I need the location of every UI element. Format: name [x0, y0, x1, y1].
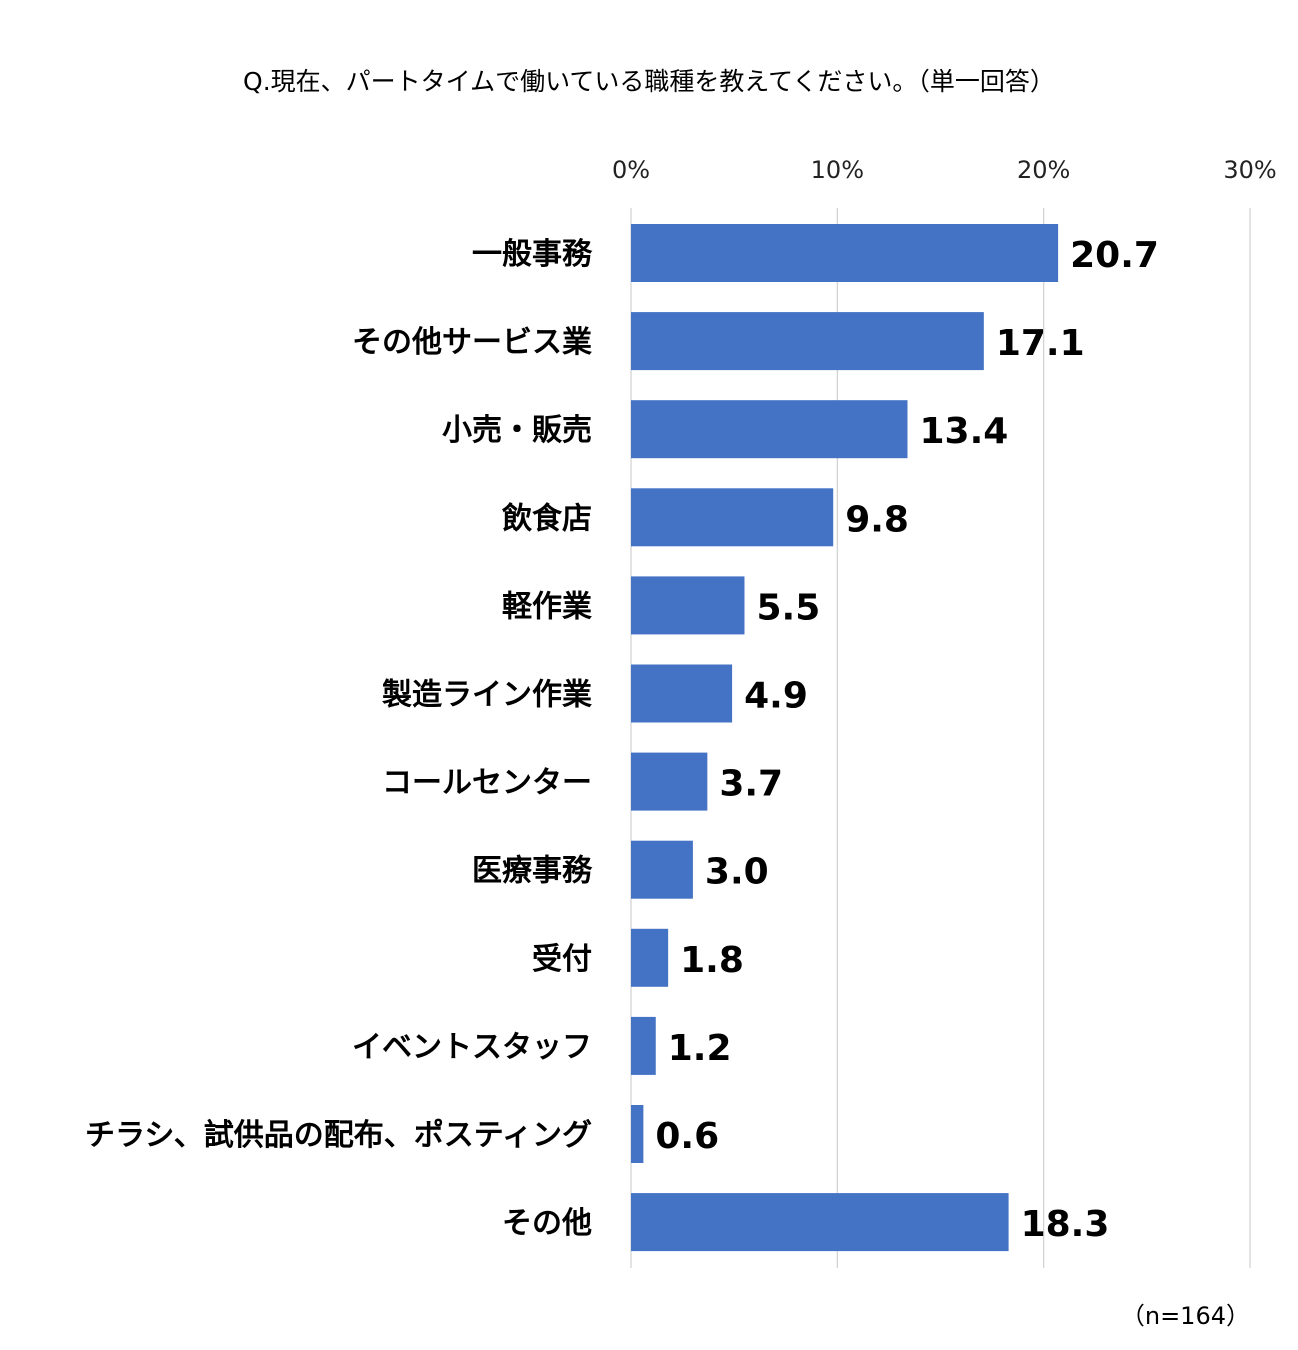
bar: [631, 840, 693, 899]
x-axis-ticks: 0% 10% 20% 30%: [612, 156, 1277, 184]
bar: [631, 1193, 1009, 1252]
bar: [631, 400, 908, 459]
data-label: 4.9: [744, 676, 808, 717]
category-label: 製造ライン作業: [382, 678, 592, 713]
data-labels: 20.7 17.1 13.4 9.8 5.5 4.9 3.7 3.0 1.8 1.2 0.6 18.3: [655, 235, 1159, 1245]
data-label: 5.5: [756, 587, 820, 628]
category-label: 飲食店: [502, 501, 592, 536]
bars: [631, 224, 1059, 1252]
bar: [631, 664, 733, 723]
bar: [631, 224, 1059, 282]
data-label: 1.8: [680, 940, 744, 981]
gridlines: [630, 208, 1251, 1268]
data-label: 1.2: [668, 1028, 732, 1069]
category-labels: 一般事務その他サービス業小売・販売飲食店軽作業製造ライン作業コールセンター医療事…: [85, 237, 593, 1241]
bar: [631, 576, 745, 635]
category-label: 医療事務: [472, 854, 593, 889]
x-tick-label: 10%: [811, 156, 864, 184]
category-label: 軽作業: [502, 589, 592, 624]
data-label: 13.4: [919, 411, 1008, 452]
bar: [631, 1105, 644, 1163]
x-tick-label: 30%: [1223, 156, 1276, 184]
category-label: 受付: [532, 942, 592, 977]
data-label: 17.1: [996, 323, 1085, 364]
category-label: 一般事務: [472, 237, 593, 272]
category-label: コールセンター: [382, 766, 592, 801]
data-label: 9.8: [845, 499, 909, 540]
data-label: 3.7: [719, 764, 783, 805]
sample-size-note: （n=164）: [1120, 1302, 1250, 1330]
data-label: 0.6: [655, 1116, 719, 1157]
bar: [631, 752, 708, 811]
category-label: チラシ、試供品の配布、ポスティング: [85, 1118, 592, 1153]
chart-title: Q.現在、パートタイムで働いている職種を教えてください。（単一回答）: [243, 67, 1055, 96]
data-label: 20.7: [1070, 235, 1159, 276]
category-label: 小売・販売: [442, 413, 592, 448]
category-label: イベントスタッフ: [352, 1030, 592, 1065]
bar: [631, 928, 669, 987]
data-label: 3.0: [705, 852, 769, 893]
x-tick-label: 0%: [612, 156, 650, 184]
category-label: その他サービス業: [352, 325, 592, 360]
category-label: その他: [502, 1206, 592, 1241]
x-tick-label: 20%: [1017, 156, 1070, 184]
bar: [631, 1016, 656, 1075]
data-label: 18.3: [1021, 1204, 1110, 1245]
bar: [631, 488, 834, 547]
bar: [631, 312, 984, 371]
